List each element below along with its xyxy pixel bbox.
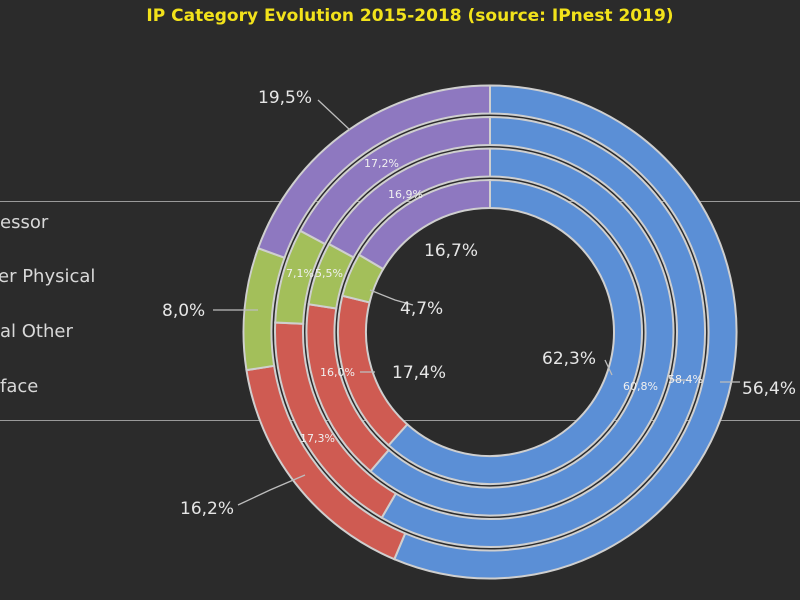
donut-segment — [357, 178, 491, 271]
data-label: 17,2% — [364, 157, 399, 170]
donut-segment — [387, 178, 643, 485]
donut-segment — [369, 147, 675, 517]
donut-segment — [256, 84, 491, 260]
data-label: 16,2% — [180, 499, 234, 519]
legend-entry: essor — [0, 212, 49, 233]
leader-line — [369, 289, 414, 306]
legend-entry: face — [0, 376, 39, 397]
chart-title: IP Category Evolution 2015-2018 (source:… — [146, 6, 674, 26]
data-label: 5,5% — [315, 267, 343, 280]
leader-line — [317, 99, 351, 131]
leader-line — [237, 474, 306, 506]
legend-entry: er Physical — [0, 266, 96, 287]
donut-segment — [298, 115, 491, 246]
data-label: 56,4% — [742, 379, 796, 399]
legend-entry: al Other — [0, 321, 73, 342]
data-label: 19,5% — [258, 88, 312, 108]
donut-segment — [327, 147, 491, 259]
data-label: 17,4% — [392, 363, 446, 383]
data-label: 17,3% — [300, 432, 335, 445]
data-label: 4,7% — [400, 299, 443, 319]
data-label: 62,3% — [542, 349, 596, 369]
data-label: 58,4% — [668, 373, 703, 386]
data-label: 16,0% — [320, 366, 355, 379]
leader-line — [604, 359, 613, 376]
data-label: 60,8% — [623, 380, 658, 393]
data-label: 16,9% — [388, 188, 423, 201]
data-label: 16,7% — [424, 241, 478, 261]
data-label: 7,1% — [286, 267, 314, 280]
data-label: 8,0% — [162, 301, 205, 321]
